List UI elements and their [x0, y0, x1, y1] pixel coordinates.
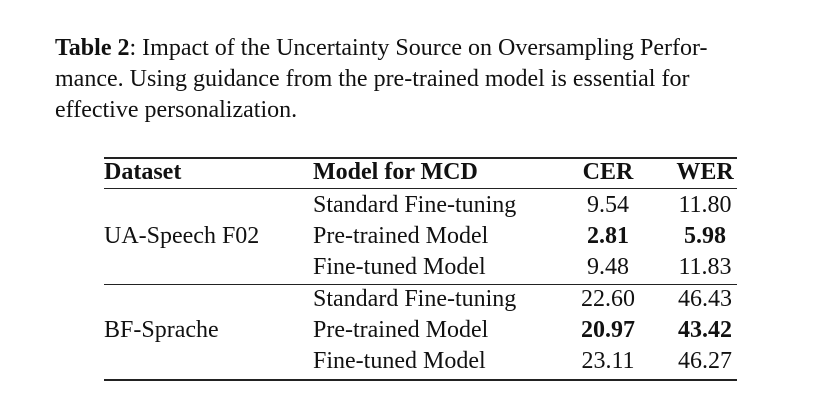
model-cell: Pre-trained Model [313, 317, 489, 343]
cer-cell: 22.60 [581, 286, 635, 312]
cer-cell: 20.97 [581, 317, 635, 343]
wer-cell: 11.80 [678, 192, 732, 218]
model-cell: Standard Fine-tuning [313, 192, 517, 218]
caption-line: effective personalization. [55, 97, 298, 123]
header-cell: WER [676, 159, 734, 185]
cer-cell: 9.54 [587, 192, 629, 218]
dataset-cell: UA-Speech F02 [104, 223, 260, 249]
header-rule [104, 188, 737, 189]
cer-cell: 2.81 [587, 223, 629, 249]
wer-cell: 5.98 [684, 223, 726, 249]
wer-cell: 11.83 [678, 254, 732, 280]
caption-line: mance. Using guidance from the pre-train… [55, 66, 690, 92]
caption-line: Table 2: Impact of the Uncertainty Sourc… [55, 33, 708, 63]
header-cell: Dataset [104, 159, 182, 185]
cer-cell: 9.48 [587, 254, 629, 280]
bottom-rule [104, 379, 737, 381]
caption-text: : Impact of the Uncertainty Source on Ov… [129, 35, 708, 61]
model-cell: Pre-trained Model [313, 223, 489, 249]
wer-cell: 43.42 [678, 317, 732, 343]
dataset-cell: BF-Sprache [104, 317, 219, 343]
top-rule [104, 157, 737, 159]
wer-cell: 46.27 [678, 348, 732, 374]
wer-cell: 46.43 [678, 286, 732, 312]
group-rule [104, 284, 737, 285]
header-cell: Model for MCD [313, 159, 478, 185]
model-cell: Fine-tuned Model [313, 348, 486, 374]
header-cell: CER [582, 159, 634, 185]
model-cell: Fine-tuned Model [313, 254, 486, 280]
cer-cell: 23.11 [581, 348, 635, 374]
caption-label: Table 2 [55, 35, 130, 61]
model-cell: Standard Fine-tuning [313, 286, 517, 312]
